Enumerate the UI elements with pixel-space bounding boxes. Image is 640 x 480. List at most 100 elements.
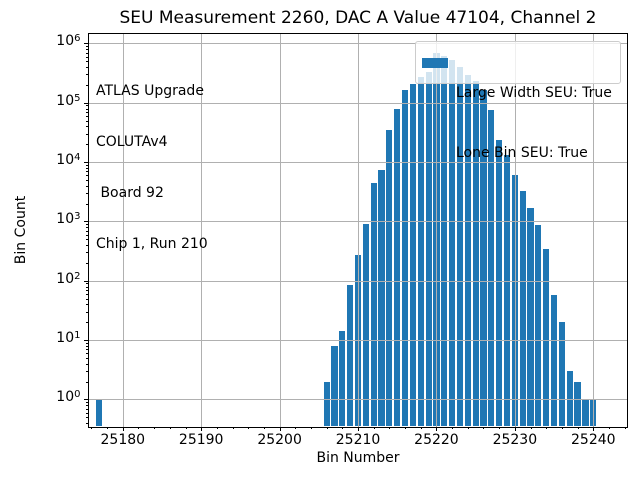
y-minor-tick xyxy=(85,245,88,247)
histogram-bar xyxy=(582,399,589,427)
y-minor-tick xyxy=(85,227,88,229)
histogram-bar xyxy=(449,60,456,427)
x-major-tick xyxy=(279,426,281,431)
y-minor-tick xyxy=(85,283,88,285)
x-minor-tick xyxy=(546,426,548,429)
x-minor-tick xyxy=(561,426,563,429)
x-minor-tick xyxy=(107,426,109,429)
histogram-bar xyxy=(339,331,346,427)
y-major-tick xyxy=(83,102,88,104)
histogram-bar xyxy=(464,75,471,427)
annotation-line: COLUTAv4 xyxy=(96,134,168,150)
y-minor-tick xyxy=(85,105,88,107)
x-minor-tick xyxy=(373,426,375,429)
y-major-tick xyxy=(83,162,88,164)
histogram-bar xyxy=(480,89,487,427)
y-minor-tick xyxy=(85,353,88,355)
grid-line-vertical xyxy=(201,33,203,427)
y-minor-tick xyxy=(85,322,88,324)
chart-title: SEU Measurement 2260, DAC A Value 47104,… xyxy=(119,8,597,28)
annotation-line: Chip 1, Run 210 xyxy=(96,236,208,252)
x-major-tick xyxy=(358,426,360,431)
y-minor-tick xyxy=(85,126,88,128)
y-minor-tick xyxy=(85,67,88,69)
y-tick-label: 105 xyxy=(56,92,81,109)
x-minor-tick xyxy=(91,426,93,429)
x-tick-label: 25230 xyxy=(492,432,538,448)
axis-spine-top xyxy=(87,33,627,34)
annotation-line: ATLAS Upgrade xyxy=(96,83,204,99)
histogram-bar xyxy=(441,55,448,427)
x-minor-tick xyxy=(342,426,344,429)
y-minor-tick xyxy=(85,133,88,135)
y-major-tick xyxy=(83,43,88,45)
x-minor-tick xyxy=(185,426,187,429)
grid-line-horizontal xyxy=(87,162,627,164)
y-tick-label: 102 xyxy=(56,270,81,287)
x-minor-tick xyxy=(154,426,156,429)
y-tick-label: 101 xyxy=(56,330,81,347)
y-minor-tick xyxy=(85,298,88,300)
y-minor-tick xyxy=(85,108,88,110)
y-minor-tick xyxy=(85,203,88,205)
histogram-bar xyxy=(535,225,542,427)
histogram-bar xyxy=(378,169,385,427)
y-minor-tick xyxy=(85,46,88,48)
y-minor-tick xyxy=(85,286,88,288)
x-minor-tick xyxy=(405,426,407,429)
grid-line-vertical xyxy=(514,33,516,427)
y-minor-tick xyxy=(85,111,88,113)
grid-line-vertical xyxy=(436,33,438,427)
histogram-bar xyxy=(566,371,573,427)
legend-item-lone-bin-seu: Lone Bin SEU: True xyxy=(456,145,588,161)
y-tick-label: 103 xyxy=(56,211,81,228)
y-minor-tick xyxy=(85,120,88,122)
y-minor-tick xyxy=(85,405,88,407)
histogram-bar xyxy=(96,399,103,427)
x-major-tick xyxy=(201,426,203,431)
x-minor-tick xyxy=(248,426,250,429)
x-major-tick xyxy=(436,426,438,431)
axis-spine-right xyxy=(627,33,628,428)
y-minor-tick xyxy=(85,224,88,226)
y-minor-tick xyxy=(85,262,88,264)
histogram-bar xyxy=(472,80,479,427)
y-minor-tick xyxy=(85,175,88,177)
x-minor-tick xyxy=(263,426,265,429)
y-minor-tick xyxy=(85,357,88,359)
histogram-bar xyxy=(488,110,495,427)
histogram-bar xyxy=(558,322,565,427)
grid-line-vertical xyxy=(358,33,360,427)
histogram-bar xyxy=(362,224,369,427)
x-minor-tick xyxy=(608,426,610,429)
annotation-line: Board 92 xyxy=(96,185,164,201)
grid-line-horizontal xyxy=(87,102,627,104)
histogram-bar xyxy=(527,207,534,427)
y-axis-label: Bin Count xyxy=(13,195,29,265)
y-minor-tick xyxy=(85,185,88,187)
histogram-bar xyxy=(386,129,393,427)
y-minor-tick xyxy=(85,49,88,51)
axis-spine-bottom xyxy=(87,426,628,428)
histogram-bar xyxy=(417,76,424,427)
y-minor-tick xyxy=(85,408,88,410)
legend-labels: Large Width SEU: True Lone Bin SEU: True xyxy=(456,43,612,203)
histogram-bar xyxy=(550,294,558,427)
grid-line-horizontal xyxy=(87,43,627,45)
x-minor-tick xyxy=(452,426,454,429)
x-major-tick xyxy=(514,426,516,431)
x-tick-label: 25220 xyxy=(414,432,459,448)
grid-line-horizontal xyxy=(87,221,627,223)
y-minor-tick xyxy=(85,239,88,241)
y-minor-tick xyxy=(85,144,88,146)
y-tick-label: 100 xyxy=(56,389,81,406)
histogram-bar xyxy=(370,183,377,427)
x-minor-tick xyxy=(483,426,485,429)
y-minor-tick xyxy=(85,52,88,54)
y-minor-tick xyxy=(85,171,88,173)
x-tick-label: 25210 xyxy=(335,432,381,448)
x-minor-tick xyxy=(577,426,579,429)
x-major-tick xyxy=(593,426,595,431)
histogram-bar xyxy=(574,381,581,427)
x-minor-tick xyxy=(169,426,171,429)
